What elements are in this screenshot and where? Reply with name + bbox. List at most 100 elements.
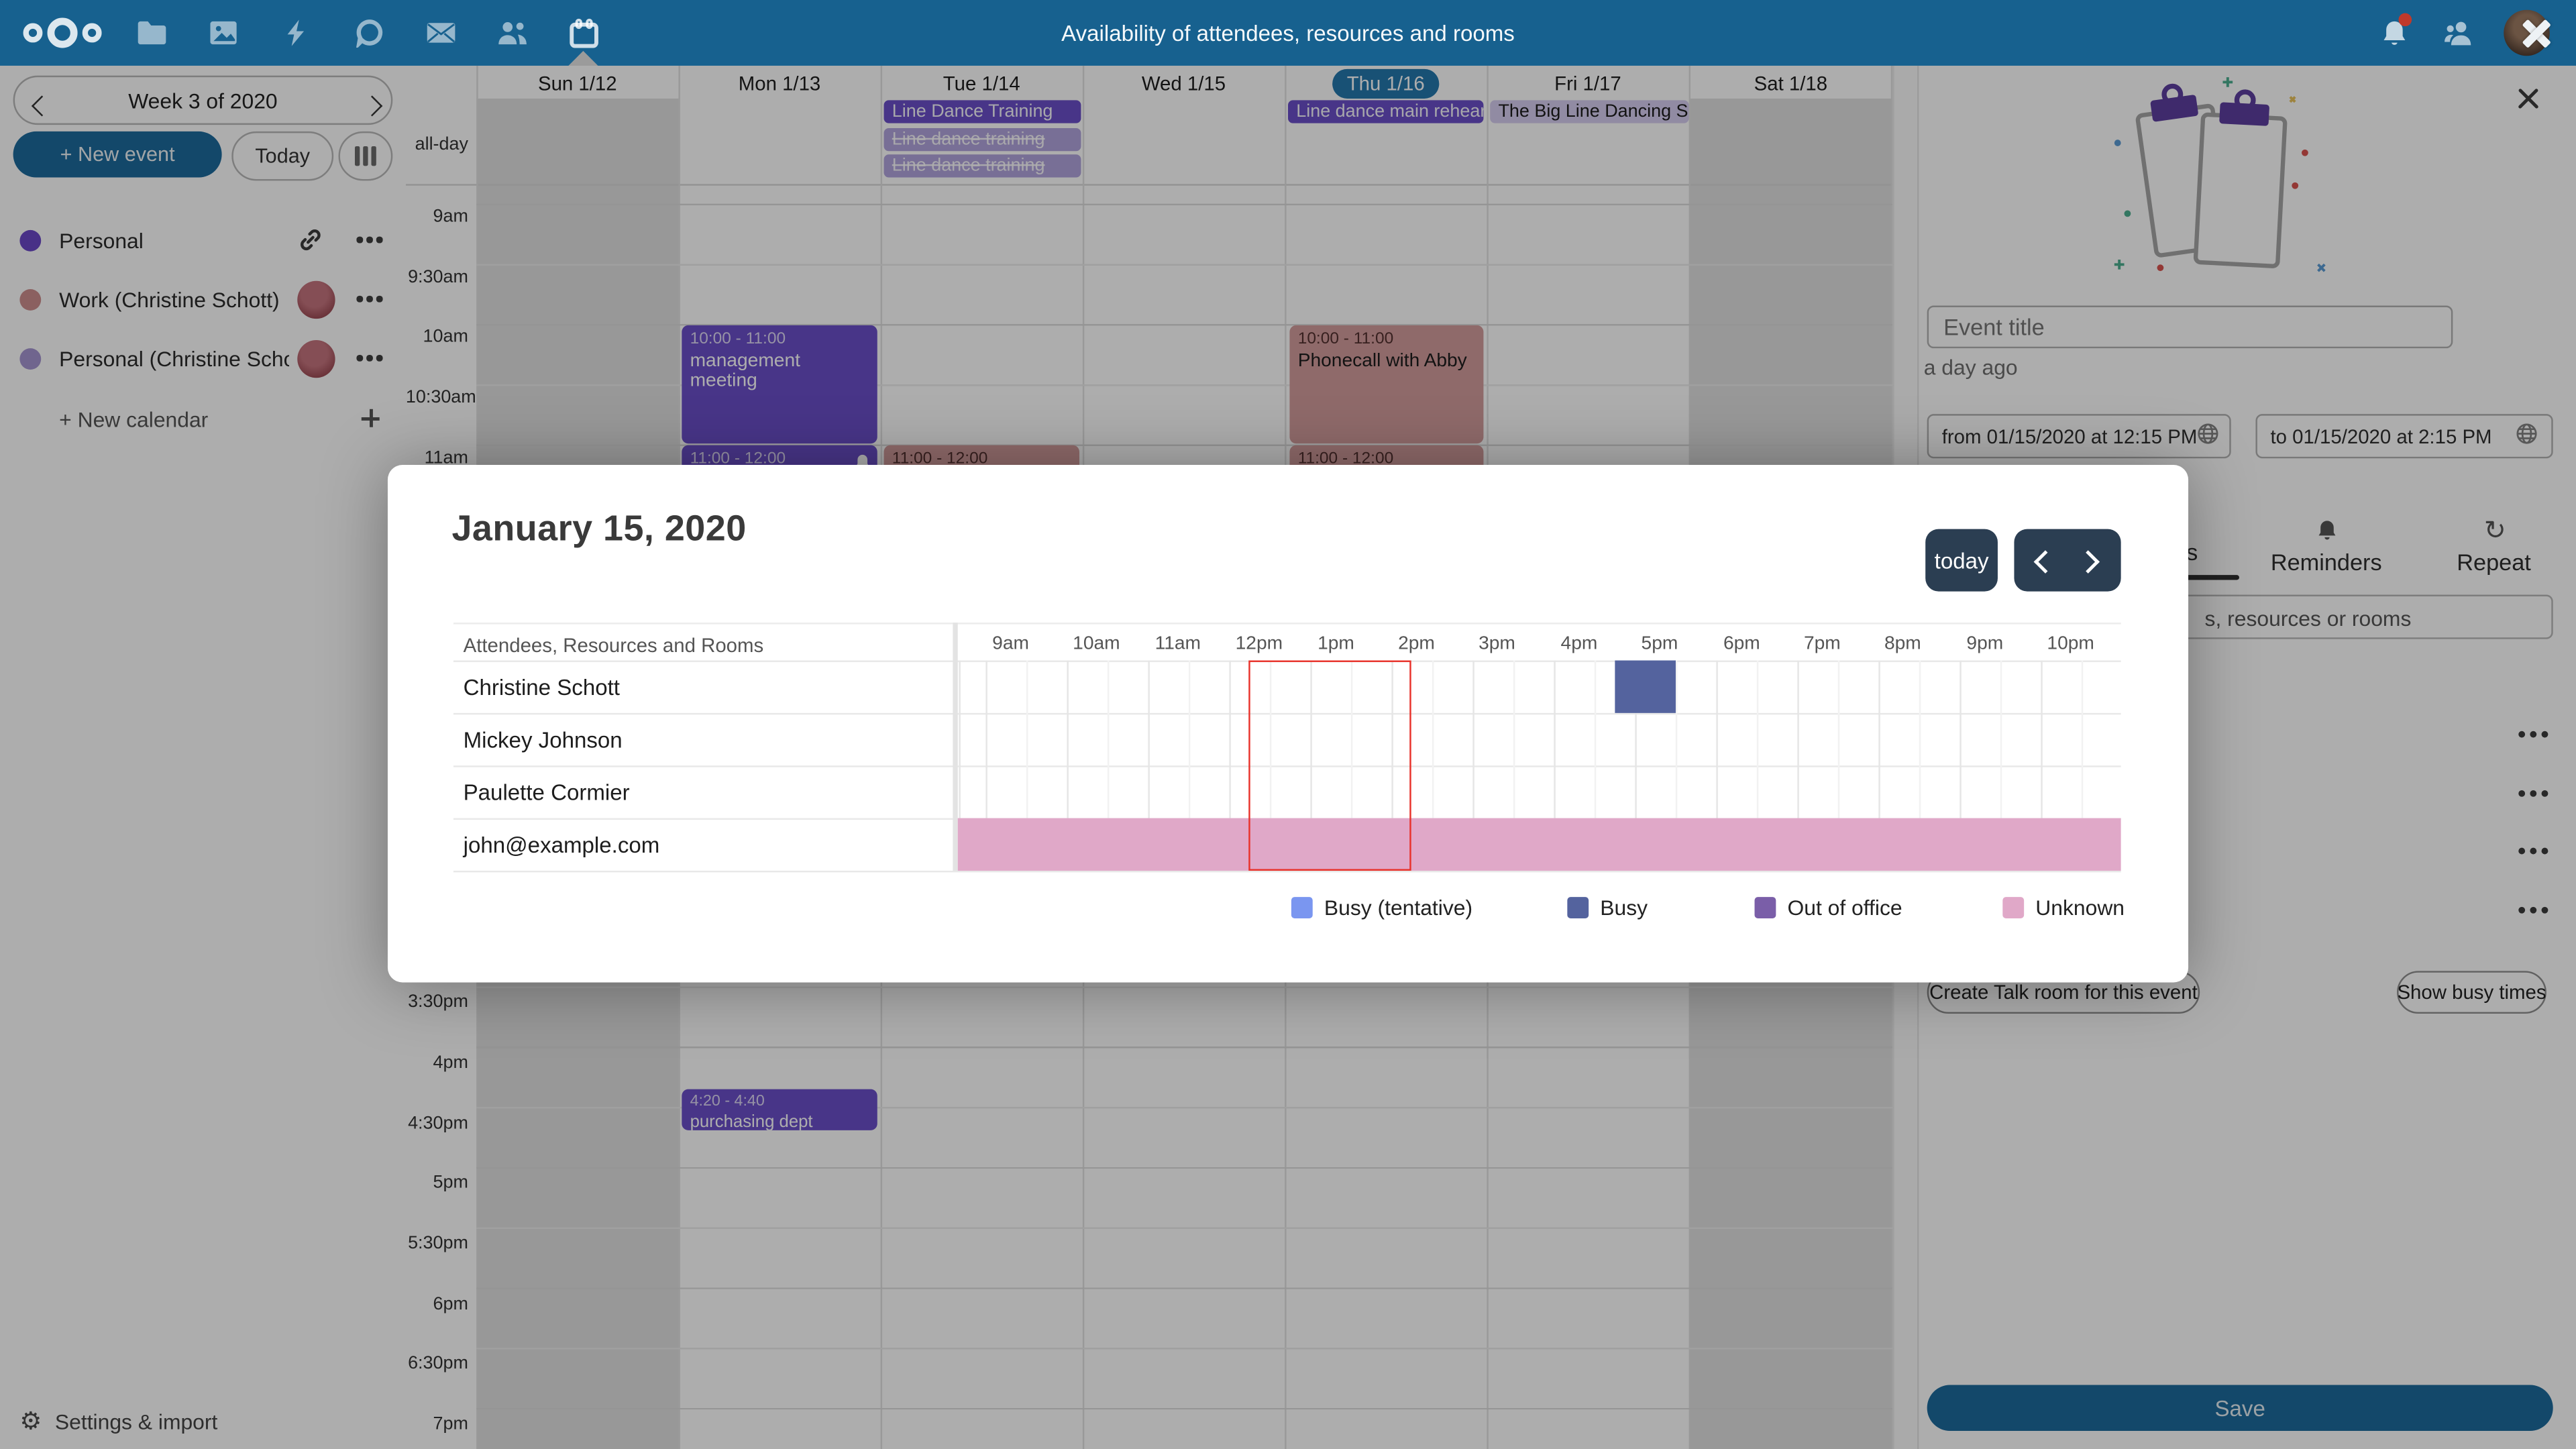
from-datetime-field[interactable]: from 01/15/2020 at 12:15 PM	[1927, 414, 2231, 459]
tab-repeat[interactable]: Repeat	[2457, 548, 2531, 576]
availability-timeline[interactable]	[957, 660, 2121, 871]
time-label: 9:30am	[408, 267, 468, 287]
day-header-wed[interactable]: Wed 1/15	[1141, 71, 1226, 95]
files-app-icon[interactable]	[131, 13, 171, 53]
calendar-owner-avatar	[297, 280, 335, 319]
timezone-globe-icon[interactable]	[2197, 422, 2220, 450]
nextcloud-logo-icon[interactable]	[19, 13, 105, 53]
new-event-button[interactable]: + New event	[13, 131, 222, 178]
dialog-today-button[interactable]: today	[1925, 529, 1998, 592]
day-header-thu-active[interactable]: Thu 1/16	[1285, 68, 1487, 98]
day-header-sun[interactable]: Sun 1/12	[537, 71, 617, 95]
event-phonecall-with-abby[interactable]: 10:00 - 11:00 Phonecall with Abby	[1289, 324, 1484, 443]
talk-app-icon[interactable]	[350, 13, 390, 53]
notification-badge	[2398, 13, 2412, 27]
event-management-meeting[interactable]: 10:00 - 11:00 management meeting	[682, 324, 877, 443]
attendee-menu-button[interactable]	[2518, 899, 2558, 922]
attendee-menu-button[interactable]	[2518, 723, 2558, 746]
clipboard-illustration	[2104, 74, 2351, 287]
to-datetime-field[interactable]: to 01/15/2020 at 2:15 PM	[2255, 414, 2553, 459]
allday-event-cancelled[interactable]: Line dance training	[883, 154, 1081, 178]
calendar-list-item-work[interactable]: Work (Christine Schott)	[0, 279, 406, 322]
mouse-cursor-x-icon	[2515, 11, 2558, 54]
allday-event[interactable]: Line dance main rehearsal	[1288, 100, 1484, 123]
day-header-tue[interactable]: Tue 1/14	[943, 71, 1020, 95]
legend-busy-tentative: Busy (tentative)	[1291, 894, 1472, 919]
calendar-list-item-personal-shared[interactable]: Personal (Christine Scho…	[0, 338, 406, 381]
legend-swatch	[1754, 896, 1776, 918]
previous-day-button[interactable]	[2033, 550, 2057, 574]
allday-event[interactable]: The Big Line Dancing Show	[1490, 100, 1689, 123]
contacts-menu-icon[interactable]	[2438, 13, 2477, 53]
calendar-name: Work (Christine Schott)	[59, 287, 280, 313]
all-day-label: all-day	[415, 134, 468, 155]
allday-event-cancelled[interactable]: Line dance training	[883, 127, 1081, 151]
attendees-column-header: Attendees, Resources and Rooms	[463, 634, 764, 657]
time-label: 4:30pm	[408, 1113, 468, 1134]
time-label: 10:30am	[405, 387, 476, 408]
time-label: 10am	[423, 327, 468, 347]
event-title-field-wrap	[1927, 305, 2453, 349]
unknown-availability-bar	[957, 818, 2121, 871]
time-label: 3:30pm	[408, 993, 468, 1013]
table-column-divider	[953, 623, 958, 871]
page-title: Availability of attendees, resources and…	[1061, 21, 1515, 46]
event-title-input[interactable]	[1929, 307, 2451, 347]
today-button[interactable]: Today	[231, 131, 334, 181]
day-header-fri[interactable]: Fri 1/17	[1554, 71, 1621, 95]
calendar-app-icon[interactable]	[564, 13, 603, 53]
event-purchasing-dept[interactable]: 4:20 - 4:40 purchasing dept	[682, 1089, 877, 1130]
availability-table-header: Attendees, Resources and Rooms 9am 10am …	[453, 623, 2121, 660]
photos-app-icon[interactable]	[204, 13, 244, 53]
new-calendar-label[interactable]: + New calendar	[59, 407, 209, 433]
reminders-bell-icon	[2316, 519, 2338, 551]
calendar-menu-button[interactable]	[356, 354, 382, 361]
active-app-indicator	[568, 50, 598, 66]
create-talk-room-button[interactable]: Create Talk room for this event	[1927, 971, 2200, 1014]
save-button[interactable]: Save	[1927, 1385, 2553, 1432]
calendar-color-dot	[19, 289, 42, 311]
notifications-bell-icon[interactable]	[2374, 13, 2414, 53]
attendee-row: john@example.com	[453, 820, 2121, 873]
timezone-globe-icon[interactable]	[2515, 422, 2538, 450]
calendar-name: Personal	[59, 228, 144, 254]
repeat-refresh-icon: ↻	[2483, 514, 2506, 546]
show-busy-times-button[interactable]: Show busy times	[2397, 971, 2546, 1014]
activity-app-icon[interactable]	[276, 13, 315, 53]
last-modified-label: a day ago	[1923, 354, 2018, 380]
calendar-menu-button[interactable]	[356, 236, 382, 243]
tab-reminders[interactable]: Reminders	[2270, 548, 2382, 576]
time-label: 6pm	[433, 1293, 468, 1314]
week-label[interactable]: Week 3 of 2020	[128, 89, 278, 113]
calendar-list-item-personal[interactable]: Personal	[0, 220, 406, 263]
time-label: 7pm	[433, 1414, 468, 1434]
allday-event[interactable]: Line Dance Training	[883, 100, 1081, 123]
share-link-icon[interactable]	[297, 227, 323, 261]
selected-timeslot-outline[interactable]	[1248, 660, 1411, 871]
legend-busy: Busy	[1567, 894, 1648, 919]
calendar-menu-button[interactable]	[356, 295, 382, 302]
legend-swatch	[2002, 896, 2025, 918]
all-day-divider	[405, 184, 1917, 186]
search-placeholder-fragment: s, resources or rooms	[2204, 606, 2412, 631]
plus-icon[interactable]	[361, 409, 380, 427]
mail-app-icon[interactable]	[421, 13, 460, 53]
legend-swatch	[1567, 896, 1589, 918]
day-header-sat[interactable]: Sat 1/18	[1754, 71, 1828, 95]
calendar-owner-avatar	[297, 339, 335, 378]
attendee-menu-button[interactable]	[2518, 839, 2558, 862]
settings-import-button[interactable]: ⚙ Settings & import	[19, 1406, 217, 1436]
attendee-menu-button[interactable]	[2518, 782, 2558, 805]
next-day-button[interactable]	[2076, 550, 2100, 574]
gear-icon: ⚙	[19, 1406, 42, 1436]
day-header-mon[interactable]: Mon 1/13	[738, 71, 821, 95]
time-label: 5:30pm	[408, 1234, 468, 1254]
time-label: 6:30pm	[408, 1354, 468, 1375]
settings-label: Settings & import	[54, 1409, 218, 1434]
week-navigation: Week 3 of 2020	[13, 75, 393, 125]
time-label: 9am	[433, 207, 468, 227]
contacts-app-icon[interactable]	[493, 13, 533, 53]
view-mode-button[interactable]	[338, 131, 393, 181]
timeline-ticks: 9am 10am 11am 12pm 1pm 2pm 3pm 4pm 5pm 6…	[992, 634, 2094, 654]
